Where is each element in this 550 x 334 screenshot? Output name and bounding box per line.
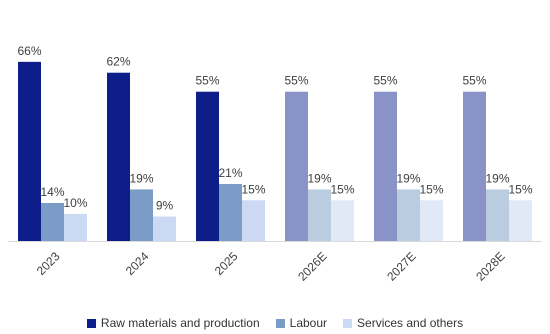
data-label-raw-materials-and-production-2024: 62% [106, 55, 130, 69]
x-tick-label-2025: 2025 [212, 249, 241, 278]
bar-labour-2026e [308, 189, 331, 241]
legend-swatch-raw-materials [86, 318, 96, 328]
legend-item-labour: Labour [275, 316, 328, 330]
data-label-raw-materials-and-production-2027e: 55% [373, 74, 397, 88]
data-label-labour-2026e: 19% [307, 171, 331, 185]
bar-services-and-others-2028e [509, 200, 532, 241]
bar-services-and-others-2024 [153, 216, 176, 241]
legend-item-services: Services and others [343, 316, 463, 330]
legend-label-services: Services and others [357, 316, 464, 330]
data-label-raw-materials-and-production-2026e: 55% [284, 74, 308, 88]
bar-raw-materials-and-production-2027e [374, 91, 397, 241]
bar-raw-materials-and-production-2024 [107, 72, 130, 241]
data-label-services-and-others-2025: 15% [241, 182, 265, 196]
bar-labour-2024 [130, 189, 153, 241]
data-label-labour-2024: 19% [129, 171, 153, 185]
bar-services-and-others-2023 [64, 213, 87, 241]
data-label-services-and-others-2024: 9% [156, 199, 174, 213]
bar-labour-2023 [41, 203, 64, 241]
bar-labour-2028e [486, 189, 509, 241]
data-label-raw-materials-and-production-2023: 66% [17, 44, 41, 58]
bar-group: 66%14%10%62%19%9%55%21%15%55%19%15%55%19… [17, 44, 533, 241]
bar-labour-2027e [397, 189, 420, 241]
legend-label-raw-materials: Raw materials and production [100, 316, 260, 330]
data-label-raw-materials-and-production-2025: 55% [195, 74, 219, 88]
bar-chart: 66%14%10%62%19%9%55%21%15%55%19%15%55%19… [8, 44, 542, 284]
bar-labour-2025 [219, 184, 242, 241]
data-label-labour-2027e: 19% [396, 171, 420, 185]
legend-swatch-labour [275, 318, 285, 328]
legend-item-raw-materials: Raw materials and production [86, 316, 260, 330]
bar-services-and-others-2026e [331, 200, 354, 241]
x-tick-label-2023: 2023 [34, 249, 63, 278]
bar-services-and-others-2027e [420, 200, 443, 241]
data-label-labour-2025: 21% [218, 166, 242, 180]
data-label-services-and-others-2023: 10% [63, 196, 87, 210]
x-tick-label-2024: 2024 [123, 249, 152, 278]
data-label-labour-2028e: 19% [485, 171, 509, 185]
data-label-services-and-others-2026e: 15% [330, 182, 354, 196]
bar-raw-materials-and-production-2025 [196, 91, 219, 241]
data-label-services-and-others-2028e: 15% [508, 182, 532, 196]
bar-services-and-others-2025 [242, 200, 265, 241]
legend: Raw materials and production Labour Serv… [0, 316, 550, 330]
x-tick-label-2027e: 2027E [384, 249, 418, 283]
legend-swatch-services [343, 318, 353, 328]
bar-raw-materials-and-production-2026e [285, 91, 308, 241]
data-label-labour-2023: 14% [40, 185, 64, 199]
x-axis-ticks: 2023 2024 2025 2026E 2027E 2028E [34, 249, 508, 284]
legend-label-labour: Labour [289, 316, 328, 330]
data-label-raw-materials-and-production-2028e: 55% [462, 74, 486, 88]
bar-raw-materials-and-production-2023 [18, 61, 41, 241]
x-tick-label-2026e: 2026E [295, 249, 329, 283]
data-label-services-and-others-2027e: 15% [419, 182, 443, 196]
x-tick-label-2028e: 2028E [473, 249, 507, 283]
bar-raw-materials-and-production-2028e [463, 91, 486, 241]
